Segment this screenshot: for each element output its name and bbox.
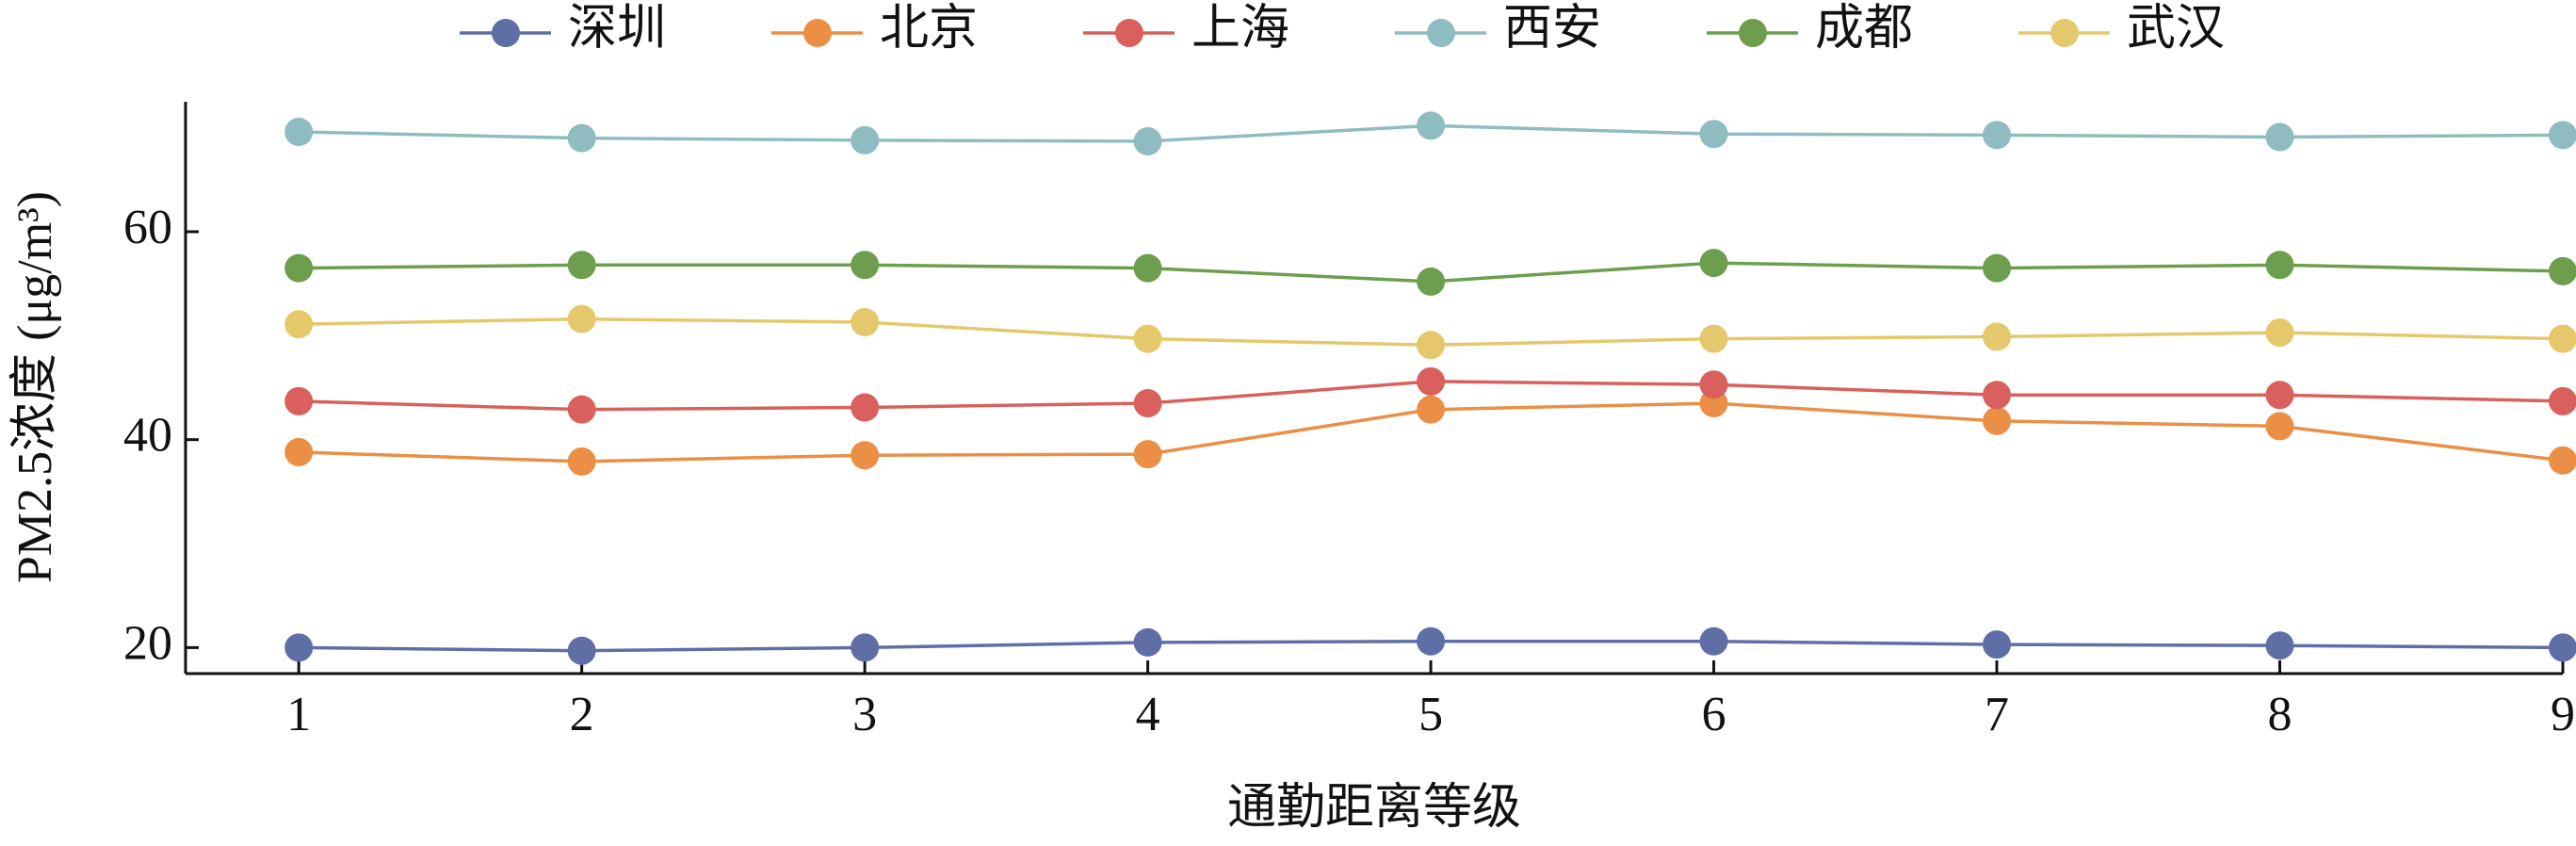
point: [1983, 381, 2012, 410]
point: [1417, 331, 1446, 360]
point: [1417, 267, 1446, 296]
legend-label: 成都: [1815, 2, 1913, 56]
x-tick-label: 9: [2551, 688, 2575, 741]
point: [567, 636, 596, 665]
point: [2265, 412, 2294, 441]
point: [284, 386, 314, 415]
point: [851, 307, 880, 336]
point: [2549, 256, 2576, 285]
point: [1699, 120, 1728, 149]
y-axis-title: PM2.5浓度 (μg/m³): [8, 191, 62, 583]
point: [2549, 324, 2576, 353]
legend-label: 西安: [1503, 2, 1601, 56]
legend-marker: [803, 19, 832, 47]
y-tick-label: 20: [123, 616, 172, 670]
point: [1983, 121, 2012, 150]
point: [1133, 126, 1162, 155]
point: [284, 437, 314, 466]
point: [1133, 253, 1162, 283]
point: [1417, 395, 1446, 424]
point: [1417, 111, 1446, 140]
point: [2549, 633, 2576, 662]
x-axis-title: 通勤距离等级: [1227, 781, 1521, 835]
x-tick-label: 3: [852, 688, 877, 741]
point: [1983, 253, 2012, 283]
point: [284, 118, 314, 147]
y-tick-label: 60: [123, 201, 172, 254]
point: [851, 633, 880, 662]
point: [1699, 324, 1728, 353]
point: [1983, 322, 2012, 351]
point: [2265, 381, 2294, 410]
point: [1983, 406, 2012, 435]
point: [1417, 366, 1446, 396]
point: [2265, 251, 2294, 280]
legend-marker: [492, 19, 520, 47]
point: [567, 123, 596, 153]
legend-marker: [1739, 19, 1767, 47]
point: [567, 251, 596, 280]
y-tick-label: 40: [123, 409, 172, 463]
legend-label: 武汉: [2127, 2, 2225, 56]
legend-marker: [2050, 19, 2079, 47]
x-tick-label: 5: [1418, 688, 1443, 741]
x-tick-label: 2: [570, 688, 594, 741]
legend-marker: [1427, 19, 1455, 47]
legend-label: 上海: [1191, 2, 1289, 56]
point: [2265, 631, 2294, 660]
x-tick-label: 6: [1702, 688, 1726, 741]
point: [2265, 318, 2294, 348]
point: [284, 310, 314, 339]
point: [2549, 386, 2576, 415]
point: [1133, 627, 1162, 657]
point: [284, 253, 314, 283]
x-tick-label: 1: [286, 688, 311, 741]
point: [851, 125, 880, 155]
legend-marker: [1115, 19, 1143, 47]
point: [1699, 626, 1728, 656]
point: [567, 304, 596, 334]
point: [851, 393, 880, 422]
point: [1699, 249, 1728, 278]
point: [2265, 122, 2294, 152]
point: [1133, 440, 1162, 469]
point: [1417, 626, 1446, 656]
legend-label: 深圳: [568, 2, 666, 56]
x-tick-label: 4: [1136, 688, 1160, 741]
point: [1133, 324, 1162, 353]
point: [1699, 370, 1728, 399]
point: [284, 633, 314, 662]
point: [567, 447, 596, 476]
point: [851, 441, 880, 470]
point: [2549, 446, 2576, 475]
point: [851, 251, 880, 280]
x-tick-label: 7: [1985, 688, 2009, 741]
point: [1133, 389, 1162, 418]
point: [2549, 121, 2576, 150]
x-tick-label: 8: [2268, 688, 2292, 741]
point: [567, 395, 596, 424]
point: [1983, 630, 2012, 659]
legend-label: 北京: [880, 2, 978, 56]
